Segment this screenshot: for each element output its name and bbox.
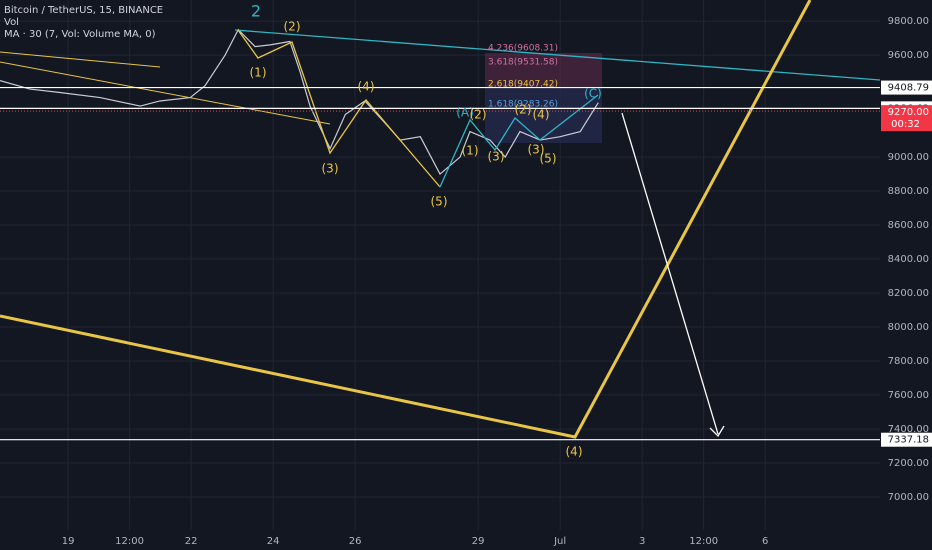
x-tick-label: 19 (62, 536, 75, 547)
wave-label: (4) (566, 445, 583, 459)
y-tick-label: 7200.00 (888, 458, 929, 469)
y-tick-label: 8200.00 (888, 288, 929, 299)
price-tag-label: 9408.79 (888, 83, 929, 94)
chart-title: Bitcoin / TetherUS, 15, BINANCE (4, 5, 163, 16)
arrow (621, 112, 719, 435)
subtitle: Vol (4, 17, 19, 28)
wave-label: (2) (284, 20, 301, 34)
arrow-head (709, 425, 725, 438)
countdown: 00:32 (891, 119, 920, 130)
fib-zone-upper (485, 53, 602, 88)
wave-label: (5) (540, 152, 557, 166)
y-tick-label: 8000.00 (888, 322, 929, 333)
grid (0, 0, 880, 530)
wave-label: (3) (488, 150, 505, 164)
y-tick-label: 9800.00 (888, 16, 929, 27)
y-tick-label: 7000.00 (888, 492, 929, 503)
wave-label: (1) (250, 66, 267, 80)
x-tick-label: 22 (185, 536, 198, 547)
last-price-tag (881, 105, 932, 132)
projection-line (0, 0, 812, 439)
price-tag-label: 7337.18 (888, 435, 929, 446)
x-tick-label: 6 (762, 536, 768, 547)
y-tick-label: 9000.00 (888, 152, 929, 163)
wave-line (439, 94, 599, 188)
y-tick-label: 7600.00 (888, 390, 929, 401)
x-tick-label: 26 (349, 536, 362, 547)
fib-label: 4.236(9608.31) (488, 44, 558, 54)
y-tick-label: 8800.00 (888, 186, 929, 197)
wave-line (237, 29, 441, 188)
wave-label: (2) (515, 103, 532, 117)
wave-label: (5) (431, 195, 448, 209)
fib-label: 2.618(9407.42) (488, 80, 558, 90)
x-tick-label: 24 (267, 536, 280, 547)
indicator: MA · 30 (7, Vol: Volume MA, 0) (4, 29, 156, 40)
y-tick-label: 8400.00 (888, 254, 929, 265)
y-tick-label: 7800.00 (888, 356, 929, 367)
price-tag (881, 432, 932, 447)
fib-label: 3.618(9531.58) (488, 58, 558, 68)
wave-label: (1) (462, 144, 479, 158)
wave-label: (3) (322, 162, 339, 176)
wave-label: (A) (456, 106, 474, 120)
wave-label: (C) (584, 87, 602, 101)
fib-label: 1.618(9283.26) (488, 100, 558, 110)
x-tick-label: 12:00 (689, 536, 718, 547)
x-tick-label: 29 (472, 536, 485, 547)
price-tag (881, 80, 932, 95)
y-tick-label: 7400.00 (888, 424, 929, 435)
x-tick-label: 3 (639, 536, 645, 547)
trend-line (0, 61, 331, 125)
y-tick-label: 8600.00 (888, 220, 929, 231)
x-tick-label: 12:00 (115, 536, 144, 547)
wave-label: 2 (251, 2, 261, 21)
price-line (0, 28, 599, 176)
y-tick-label: 9600.00 (888, 50, 929, 61)
wave-label: (3) (528, 143, 545, 157)
last-price-label: 9270.00 (888, 107, 929, 118)
plot (0, 28, 599, 176)
time-axis (0, 530, 932, 550)
wave-label: (4) (533, 108, 550, 122)
x-tick-label: Jul (553, 536, 566, 547)
wave-label: (2) (470, 108, 487, 122)
wave-label: (4) (358, 80, 375, 94)
trend-line (0, 51, 161, 68)
